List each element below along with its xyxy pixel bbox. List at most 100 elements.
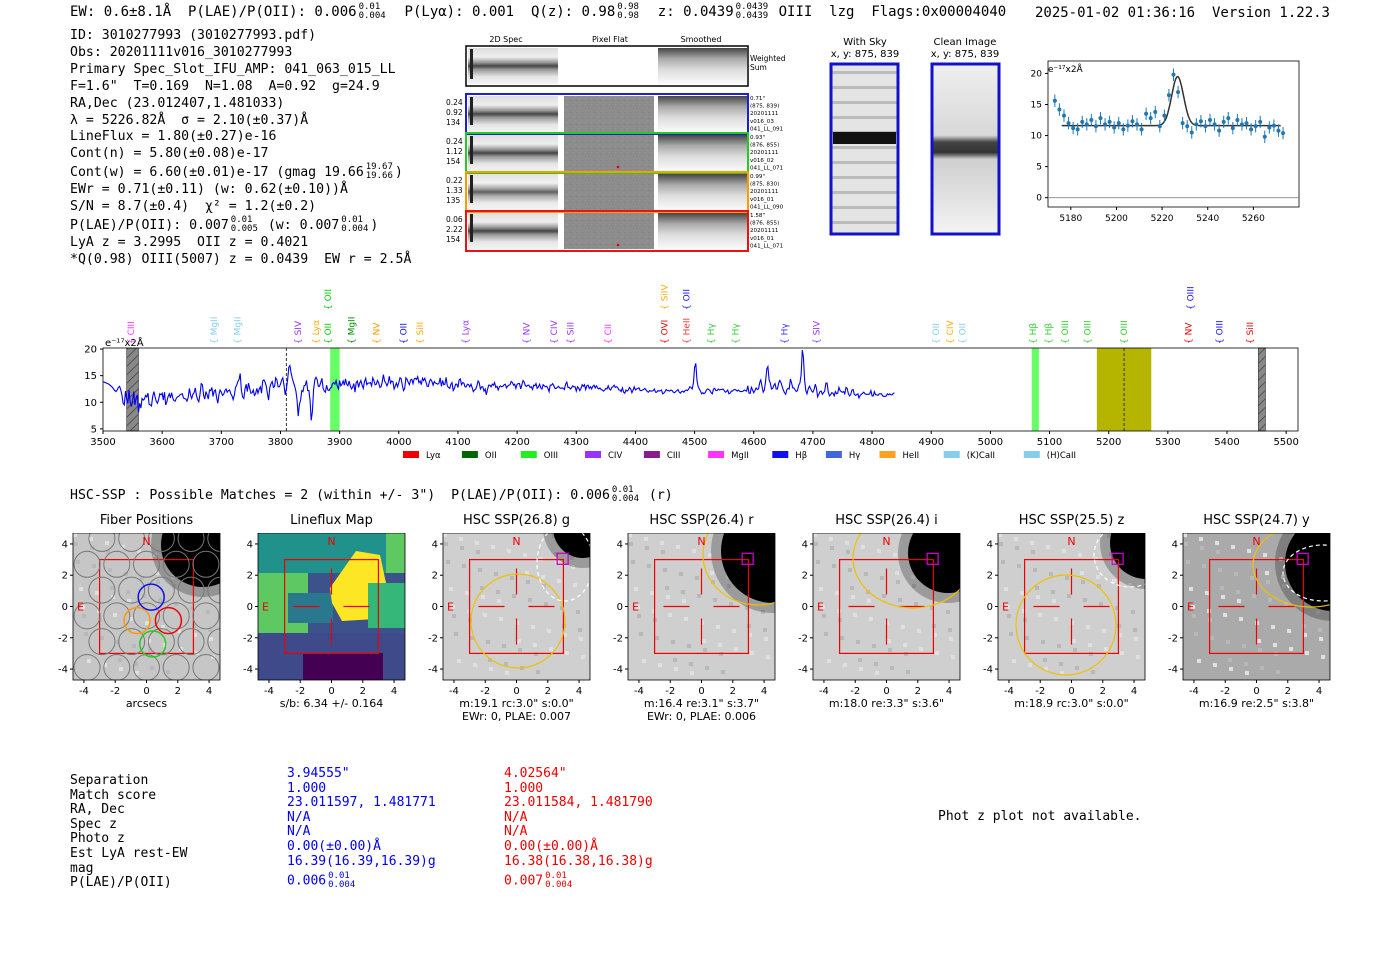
cutout-ytick-label: 0 [247,602,253,613]
cutout-noise [557,579,561,583]
cutout-xtick-label: -4 [634,686,644,697]
zoom-point [1166,93,1171,98]
cutout-noise [1104,647,1108,651]
fiber-circle [73,653,101,680]
info-line: Cont(n) = 5.80(±0.08)e-17 [70,146,269,162]
info-line: λ = 5226.82Å σ = 2.10(±0.37)Å [70,112,309,128]
full-spectrum-chart: e⁻¹⁷x2Å 3500 3600 3700 3800 3900 4000 4100 4200… [84,284,1299,461]
cutout-noise [1218,568,1222,572]
spectrum-line-marker: { Hγ [731,323,741,344]
cutout-noise [528,598,532,602]
spectrum-xtick-label: 4200 [504,437,529,448]
north-label: N [327,535,335,548]
cutout-noise [443,533,447,537]
cutout-noise [1247,549,1251,553]
cutout-noise [890,666,894,670]
cutout-noise [764,637,768,641]
cutout-xtick-label: -2 [1035,686,1045,697]
zoom-point [1125,123,1130,128]
cutout-noise [547,629,551,633]
cutout-xtick-label: 0 [698,686,704,697]
spectrum-line-marker: { Hγ [707,323,717,344]
cutout-noise [1073,648,1077,652]
cutout-noise [486,640,490,644]
cutout-noise [1133,628,1137,632]
spec2d-row-stat: 0.24 [446,137,463,146]
north-label: N [1252,535,1260,548]
spec2d-row-meta: 20201111 [750,228,779,234]
table-cell: 16.39(16.39,16.39)g [287,853,436,869]
cutout-noise [1271,625,1275,629]
spectrum-legend-swatch [461,451,478,458]
col-title-flat: Pixel Flat [592,35,628,44]
table-cell: 3.94555" [287,766,350,781]
cutout-noise [459,537,463,541]
cutout-noise [645,546,649,550]
cutout-xtick-label: 0 [513,686,519,697]
info-line: LyA z = 3.2995 OII z = 0.4021 [70,234,309,250]
zoom-point [1139,127,1144,132]
cutout-noise [533,643,537,647]
cutout-noise [460,546,464,550]
cutout-noise [1072,639,1076,643]
spectrum-legend-label: CIV [608,451,622,461]
cutout-noise [914,602,918,606]
hsc-panel-layer: N E -4 -4 -2 -2 0 0 2 2 4 4 [983,533,1146,697]
cutout-noise [1192,614,1196,618]
cutout-noise [948,628,952,632]
info-line: Primary Spec_Slot_IFU_AMP: 041_063_015_L… [70,61,396,77]
hsc-panel-caption: s/b: 6.34 +/- 0.164 [279,697,384,710]
cutout-noise [1228,658,1232,662]
spectrum-line-marker: { HeII [682,318,692,344]
cutout-noise [949,637,953,641]
fiber-circle [147,533,175,552]
cutout-noise [1289,647,1293,651]
spectrum-legend-label: (H)CaII [1047,451,1076,461]
table-cell: 1.000 [504,780,544,796]
spectrum-xtick-label: 3500 [90,437,115,448]
cutout-xtick-label: 2 [360,686,366,697]
spec2d-row-meta: 0.93" [750,135,765,141]
cutout-noise [497,599,501,603]
cutout-ytick-label: 4 [432,539,438,550]
spectrum-masked-region [1258,347,1266,432]
source-ellipse [536,533,590,602]
cutout-noise [874,662,878,666]
cutout-noise [166,670,170,674]
cutout-noise [999,542,1003,546]
hsc-image-content [1183,533,1330,680]
cutout-xtick-label: 2 [915,686,921,697]
cutout-noise [161,625,165,629]
table-cell: N/A [504,809,528,825]
fiber-circle [177,628,205,656]
cutout-noise [827,659,831,663]
cutout-noise [573,583,577,587]
cutout-noise [190,606,194,610]
cutout-noise [1263,553,1267,557]
cutout-noise [830,546,834,550]
fiber-circle [207,628,220,656]
cutout-ytick-label: 4 [987,539,993,550]
spec2d-row-meta: 041_LL_090 [750,204,784,210]
cutout-noise [1226,640,1230,644]
cutout-noise [209,637,213,641]
cutout-noise [903,643,907,647]
zoom-point [1061,113,1066,118]
cutout-noise [451,605,455,609]
cutout-noise [116,640,120,644]
cutout-noise [1025,636,1029,640]
cutout-noise [523,553,527,557]
cutout-noise [850,586,854,590]
weighted-label-2: Sum [750,63,767,72]
hsc-image-content [813,533,960,680]
search-box [838,558,935,655]
cutout-noise [880,576,884,580]
header-timestamp: 2025-01-02 01:36:16 Version 1.22.3 [1034,5,1330,21]
cutout-noise [917,629,921,633]
cutout-noise [639,632,643,636]
match-table-labels: Separation Match score RA, Dec Spec z Ph… [70,773,187,891]
cutout-noise [470,636,474,640]
cutout-ytick-label: 2 [62,571,68,582]
zoom-point [1221,119,1226,124]
cutout-noise [750,651,754,655]
